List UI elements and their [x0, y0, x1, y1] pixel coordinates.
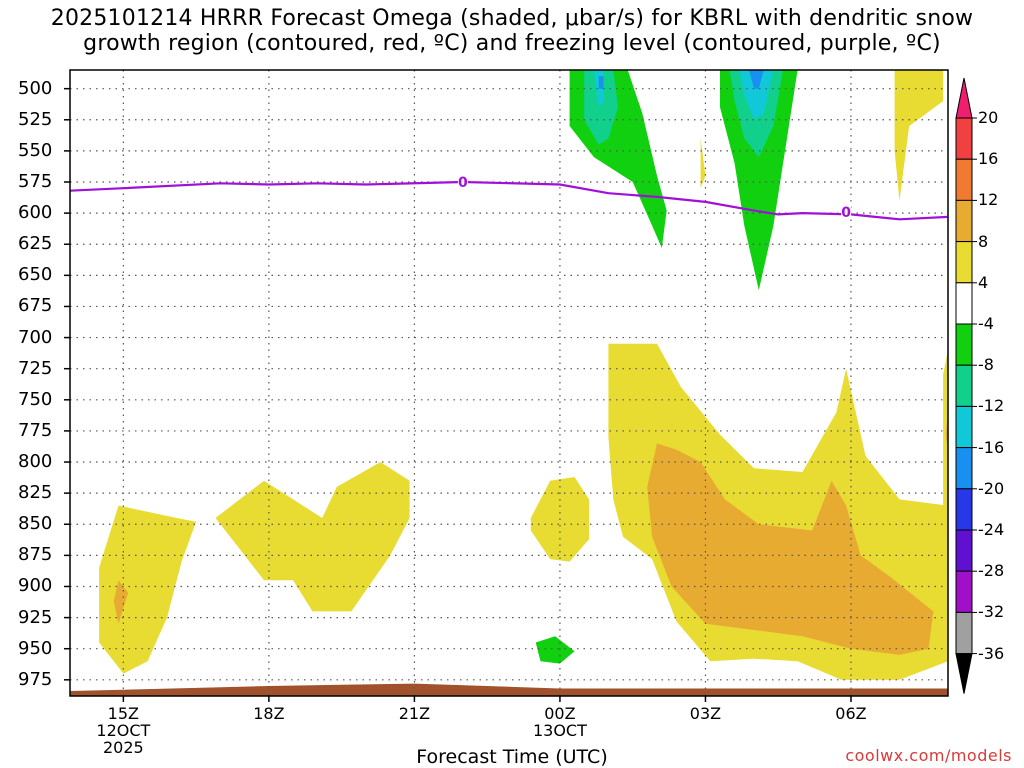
x-tick-label-4: 03Z — [689, 704, 722, 723]
y-tick-label-500: 500 — [18, 77, 53, 99]
chart-title: 2025101214 HRRR Forecast Omega (shaded, … — [0, 6, 1024, 56]
y-tick-label-625: 625 — [18, 233, 53, 255]
colorbar-label-11: -28 — [978, 561, 1005, 581]
colorbar-segment-13 — [955, 611, 973, 655]
colorbar-label-9: -20 — [978, 478, 1005, 498]
freezing-level-layer: 00 — [69, 174, 949, 221]
x-tick-sublabel-3-0: 13OCT — [532, 721, 587, 740]
omega-region-4 — [720, 70, 798, 291]
terrain-layer — [70, 683, 948, 696]
chart-title-line-1: 2025101214 HRRR Forecast Omega (shaded, … — [50, 6, 974, 31]
x-tick-label-1: 18Z — [253, 704, 285, 723]
y-tick-label-600: 600 — [18, 202, 53, 224]
omega-region-11 — [99, 505, 197, 674]
y-tick-label-650: 650 — [18, 264, 53, 286]
omega-region-0 — [569, 70, 667, 248]
omega-region-16 — [647, 443, 934, 655]
colorbar-segment-2 — [955, 158, 973, 201]
omega-region-10 — [894, 70, 944, 201]
omega-region-9 — [700, 138, 706, 189]
y-tick-label-675: 675 — [18, 295, 53, 317]
colorbar-segment-8 — [955, 405, 973, 449]
x-tick-label-0: 15Z — [107, 704, 139, 723]
colorbar-label-4: 4 — [978, 272, 989, 292]
y-tick-label-875: 875 — [18, 544, 53, 566]
freezing-level-line — [69, 180, 949, 221]
colorbar-segment-4 — [955, 241, 973, 284]
colorbar-label-3: 8 — [978, 231, 989, 251]
colorbar-segment-1 — [955, 117, 973, 160]
chart-title-line-2: growth region (contoured, red, ºC) and f… — [83, 31, 941, 56]
freezing-level-label-1: 0 — [841, 205, 851, 221]
omega-region-12 — [113, 580, 129, 624]
colorbar-label-6: -8 — [978, 355, 994, 375]
freezing-label-bg-1 — [841, 203, 852, 218]
omega-shaded-regions — [99, 70, 948, 680]
y-tick-label-575: 575 — [18, 171, 53, 192]
y-tick-label-925: 925 — [18, 606, 53, 628]
terrain-fill — [70, 683, 948, 696]
y-tick-label-775: 775 — [18, 419, 53, 441]
colorbar-segment-3 — [955, 199, 973, 243]
omega-region-13 — [215, 462, 410, 612]
omega-region-3 — [598, 76, 604, 89]
colorbar — [955, 77, 977, 694]
colorbar-label-13: -36 — [978, 643, 1005, 663]
y-tick-label-700: 700 — [18, 326, 53, 348]
colorbar-label-10: -24 — [978, 520, 1005, 539]
colorbar-label-1: 16 — [978, 149, 999, 169]
y-tick-label-850: 850 — [18, 513, 53, 535]
colorbar-label-0: 20 — [978, 108, 999, 127]
y-tick-label-900: 900 — [18, 575, 53, 597]
colorbar-segment-10 — [955, 488, 973, 531]
colorbar-label-12: -32 — [978, 602, 1005, 622]
y-tick-label-800: 800 — [18, 451, 53, 473]
x-tick-label-5: 06Z — [835, 704, 867, 723]
y-tick-label-975: 975 — [18, 668, 53, 690]
colorbar-label-5: -4 — [978, 314, 994, 333]
colorbar-segment-6 — [955, 323, 973, 366]
y-tick-label-725: 725 — [18, 357, 53, 379]
x-tick-label-2: 21Z — [398, 704, 431, 723]
y-tick-label-750: 750 — [18, 388, 53, 410]
colorbar-label-8: -16 — [978, 437, 1005, 457]
x-axis-title: Forecast Time (UTC) — [416, 746, 608, 768]
axis-ticks — [64, 87, 852, 702]
omega-region-6 — [739, 70, 774, 120]
x-tick-sublabel-0-0: 12OCT — [96, 721, 151, 740]
grid-lines — [70, 70, 948, 696]
colorbar-label-2: 12 — [978, 190, 999, 210]
colorbar-label-7: -12 — [978, 396, 1005, 416]
freezing-label-bg-0 — [457, 174, 468, 189]
colorbar-bottom-arrow — [955, 653, 973, 694]
y-tick-label-525: 525 — [18, 108, 53, 130]
colorbar-segment-7 — [955, 364, 973, 407]
colorbar-top-arrow — [955, 77, 973, 119]
y-tick-label-950: 950 — [18, 637, 53, 659]
colorbar-segment-5 — [955, 282, 973, 325]
y-tick-label-550: 550 — [18, 139, 53, 161]
colorbar-segment-12 — [955, 570, 973, 613]
colorbar-segment-9 — [955, 447, 973, 490]
x-tick-label-3: 00Z — [544, 704, 576, 723]
x-tick-sublabel-0-1: 2025 — [102, 738, 144, 757]
freezing-level-label-0: 0 — [458, 175, 468, 191]
omega-region-17 — [943, 350, 948, 525]
plot-frame — [69, 69, 949, 697]
site-credit: coolwx.com/models — [845, 746, 1012, 765]
colorbar-segment-11 — [955, 529, 973, 572]
omega-region-8 — [535, 636, 575, 664]
omega-region-7 — [749, 70, 764, 89]
y-tick-label-825: 825 — [18, 482, 53, 504]
